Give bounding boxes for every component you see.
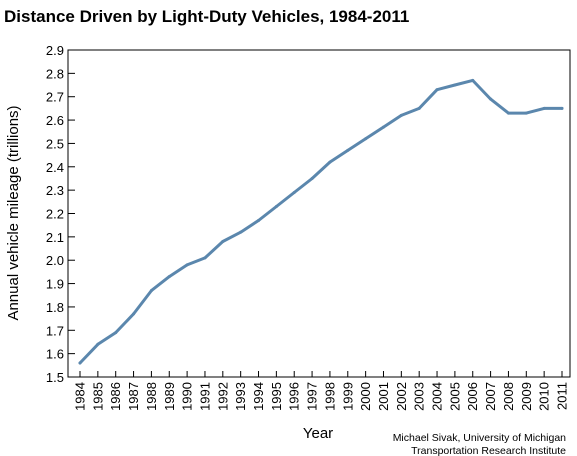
x-tick-label: 1986 [108,382,123,411]
x-tick-label: 2009 [519,382,534,411]
data-point-1995 [274,204,278,208]
x-tick-label: 1985 [90,382,105,411]
data-point-2005 [453,83,457,87]
data-point-1985 [96,342,100,346]
series-line [78,78,564,365]
y-tick-label: 2.4 [46,160,64,175]
x-tick-label: 2003 [412,382,427,411]
plot-frame [67,49,571,378]
data-point-1987 [132,312,136,316]
data-point-1986 [114,331,118,335]
y-tick-label: 2.3 [46,183,64,198]
data-point-1988 [149,289,153,293]
y-tick-label: 1.6 [46,347,64,362]
chart-title: Distance Driven by Light-Duty Vehicles, … [4,7,409,26]
data-point-2000 [364,137,368,141]
data-point-2011 [560,106,564,110]
credit-line-2: Transportation Research Institute [411,445,566,456]
x-tick-label: 1994 [251,382,266,411]
data-point-1996 [292,190,296,194]
x-axis: 1984 1985 1986 1987 1988 1989 1990 1991 1992 1993… [73,371,570,411]
y-tick-label: 2.8 [46,66,64,81]
x-tick-label: 1999 [340,382,355,411]
y-tick-label: 2.1 [46,230,64,245]
credit-line-1: Michael Sivak, University of Michigan [393,432,566,444]
data-point-2006 [471,78,475,82]
y-tick-label: 2.0 [46,253,64,268]
data-point-2004 [435,88,439,92]
data-point-1984 [78,361,82,365]
x-tick-label: 2008 [501,382,516,411]
x-tick-label: 1995 [269,382,284,411]
data-point-2003 [417,106,421,110]
x-tick-label: 2002 [394,382,409,411]
y-axis: 1.5 1.6 1.7 1.8 1.9 2.0 2.1 2.2 2.3 2.4 2.5 2.6 2.7 2… [46,43,75,385]
x-tick-label: 2010 [537,382,552,411]
x-tick-label: 2006 [465,382,480,411]
x-tick-label: 2001 [376,382,391,411]
y-tick-label: 2.5 [46,136,64,151]
y-tick-label: 2.6 [46,113,64,128]
x-tick-label: 2000 [358,382,373,411]
x-tick-label: 2011 [555,382,570,410]
x-tick-label: 1988 [144,382,159,411]
x-tick-label: 2005 [447,382,462,411]
x-tick-label: 2007 [483,382,498,411]
data-point-2001 [381,125,385,129]
y-axis-label: Annual vehicle mileage (trillions) [5,105,22,320]
data-point-1997 [310,176,314,180]
data-point-1990 [185,263,189,267]
data-point-1998 [328,160,332,164]
data-point-1989 [167,275,171,279]
x-axis-label: Year [303,425,333,442]
data-point-1991 [203,256,207,260]
x-tick-label: 1992 [215,382,230,411]
y-tick-label: 2.2 [46,207,64,222]
data-point-1994 [257,219,261,223]
y-tick-label: 1.9 [46,277,64,292]
data-point-2007 [489,97,493,101]
x-tick-label: 1989 [162,382,177,411]
data-point-2010 [542,106,546,110]
data-point-2002 [399,113,403,117]
x-tick-label: 1987 [126,382,141,411]
x-tick-label: 1990 [180,382,195,411]
y-tick-label: 1.7 [46,323,64,338]
x-tick-label: 1993 [233,382,248,411]
data-point-2009 [524,111,528,115]
data-point-2008 [506,111,510,115]
x-tick-label: 2004 [430,382,445,411]
data-point-1992 [221,240,225,244]
y-tick-label: 1.5 [46,370,64,385]
x-tick-label: 1998 [322,382,337,411]
y-tick-label: 1.8 [46,300,64,315]
series-layer [78,78,564,365]
data-point-1999 [346,148,350,152]
x-tick-label: 1996 [287,382,302,411]
x-tick-label: 1997 [305,382,320,411]
x-tick-label: 1984 [73,382,88,411]
data-point-1993 [239,230,243,234]
y-tick-label: 2.7 [46,90,64,105]
y-tick-label: 2.9 [46,43,64,58]
x-tick-label: 1991 [197,382,212,411]
